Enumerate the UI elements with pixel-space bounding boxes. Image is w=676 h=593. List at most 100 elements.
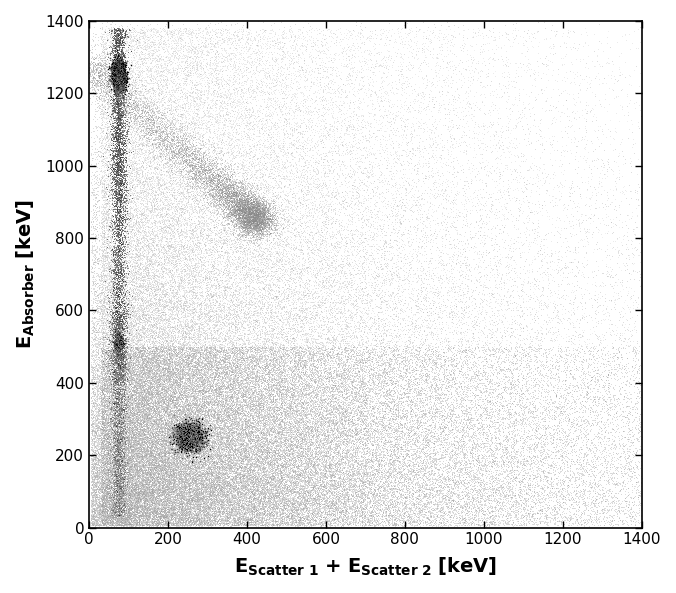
Point bbox=[118, 75, 128, 85]
Point bbox=[116, 123, 127, 132]
Point bbox=[251, 219, 262, 229]
Point bbox=[177, 372, 188, 382]
Point bbox=[230, 486, 241, 496]
Point bbox=[281, 462, 291, 471]
Point bbox=[108, 289, 119, 299]
Point bbox=[189, 264, 200, 273]
Point bbox=[116, 136, 127, 146]
Point bbox=[176, 514, 187, 524]
Point bbox=[230, 35, 241, 44]
Point bbox=[197, 513, 208, 522]
Point bbox=[318, 364, 329, 373]
Point bbox=[174, 362, 185, 371]
Point bbox=[162, 368, 173, 377]
Point bbox=[315, 189, 326, 198]
Point bbox=[168, 377, 179, 387]
Point bbox=[126, 368, 137, 377]
Point bbox=[329, 277, 340, 286]
Point bbox=[216, 345, 227, 355]
Point bbox=[276, 445, 287, 454]
Point bbox=[531, 423, 541, 432]
Point bbox=[119, 482, 130, 492]
Point bbox=[594, 508, 604, 518]
Point bbox=[199, 428, 210, 437]
Point bbox=[114, 63, 124, 72]
Point bbox=[378, 510, 389, 519]
Point bbox=[121, 398, 132, 407]
Point bbox=[537, 454, 548, 464]
Point bbox=[222, 458, 233, 467]
Point bbox=[297, 512, 308, 521]
Point bbox=[289, 31, 299, 40]
Point bbox=[156, 443, 167, 452]
Point bbox=[126, 119, 137, 128]
Point bbox=[153, 261, 164, 270]
Point bbox=[251, 512, 262, 521]
Point bbox=[250, 433, 261, 442]
Point bbox=[105, 264, 116, 273]
Point bbox=[514, 447, 525, 457]
Point bbox=[369, 486, 380, 495]
Point bbox=[331, 295, 341, 304]
Point bbox=[258, 218, 268, 228]
Point bbox=[306, 494, 316, 503]
Point bbox=[262, 86, 272, 95]
Point bbox=[235, 365, 246, 375]
Point bbox=[143, 127, 154, 136]
Point bbox=[260, 343, 270, 353]
Point bbox=[308, 495, 318, 504]
Point bbox=[138, 91, 149, 100]
Point bbox=[162, 60, 172, 69]
Point bbox=[316, 330, 327, 340]
Point bbox=[168, 511, 178, 521]
Point bbox=[456, 471, 466, 480]
Point bbox=[248, 129, 259, 139]
Point bbox=[558, 165, 569, 175]
Point bbox=[599, 451, 610, 460]
Point bbox=[313, 410, 324, 420]
Point bbox=[311, 451, 322, 460]
Point bbox=[113, 197, 124, 207]
Point bbox=[135, 433, 146, 443]
Point bbox=[230, 374, 241, 383]
Point bbox=[253, 196, 264, 206]
Point bbox=[170, 454, 181, 464]
Point bbox=[325, 382, 336, 392]
Point bbox=[241, 378, 252, 387]
Point bbox=[166, 101, 176, 110]
Point bbox=[262, 212, 272, 221]
Point bbox=[141, 479, 151, 488]
Point bbox=[166, 457, 177, 466]
Point bbox=[176, 419, 187, 428]
Point bbox=[207, 487, 218, 497]
Point bbox=[498, 362, 509, 372]
Point bbox=[286, 228, 297, 237]
Point bbox=[304, 407, 315, 417]
Point bbox=[306, 76, 316, 86]
Point bbox=[193, 473, 204, 482]
Point bbox=[162, 455, 173, 464]
Point bbox=[175, 167, 186, 176]
Point bbox=[120, 458, 130, 467]
Point bbox=[260, 189, 271, 198]
Point bbox=[224, 514, 235, 524]
Point bbox=[141, 241, 151, 251]
Point bbox=[149, 463, 160, 473]
Point bbox=[260, 215, 271, 224]
Point bbox=[352, 473, 363, 483]
Point bbox=[443, 323, 454, 333]
Point bbox=[214, 339, 225, 349]
Point bbox=[253, 248, 264, 257]
Point bbox=[118, 77, 128, 87]
Point bbox=[251, 305, 262, 315]
Point bbox=[145, 111, 156, 121]
Point bbox=[110, 375, 121, 385]
Point bbox=[128, 153, 139, 162]
Point bbox=[636, 389, 647, 398]
Point bbox=[163, 433, 174, 443]
Point bbox=[284, 513, 295, 522]
Point bbox=[141, 402, 151, 412]
Point bbox=[105, 409, 116, 419]
Point bbox=[180, 91, 191, 101]
Point bbox=[218, 413, 228, 423]
